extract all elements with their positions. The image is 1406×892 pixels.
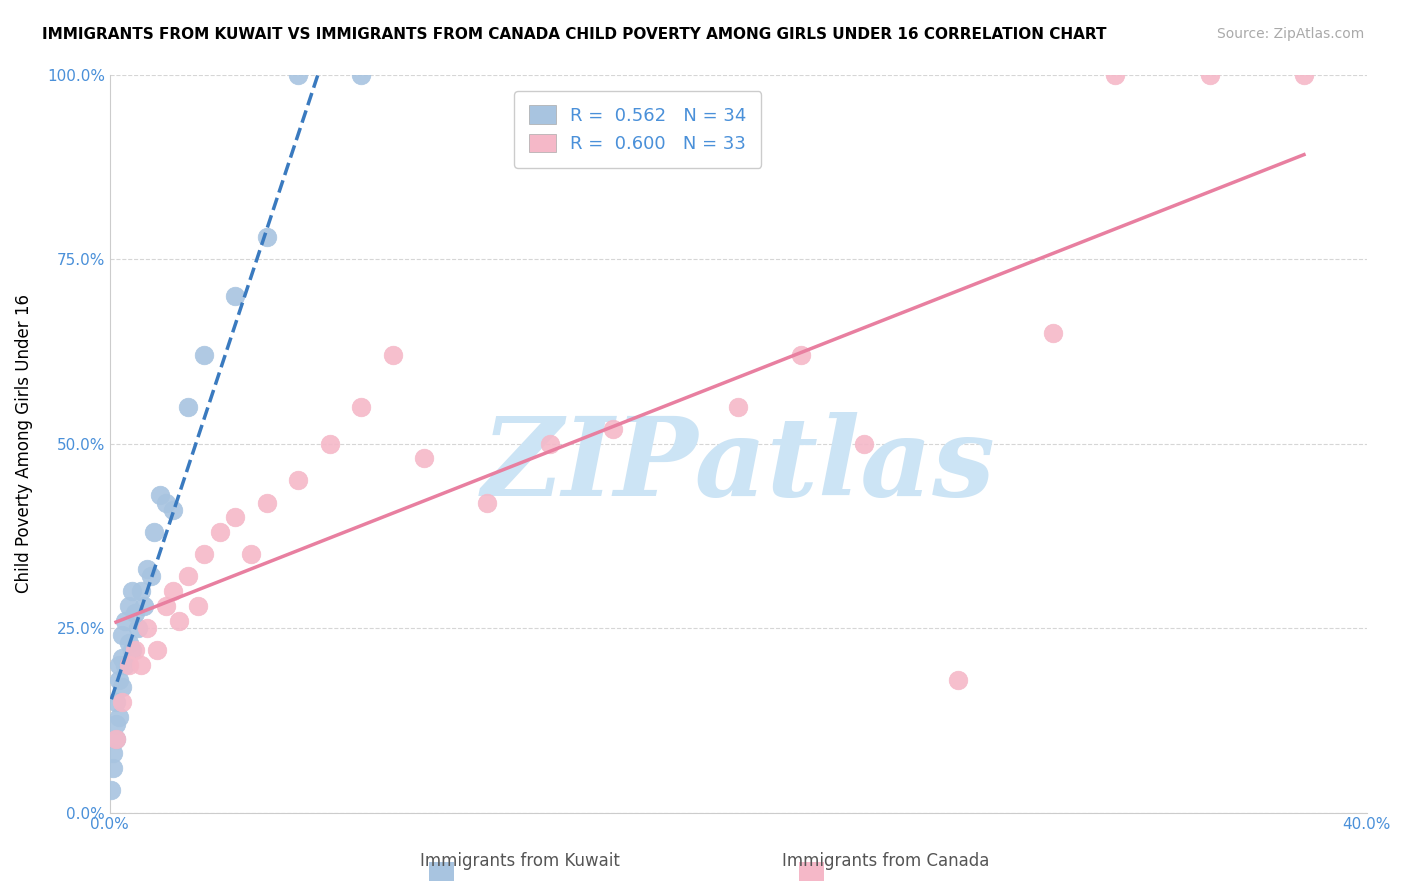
Point (287, 474, 309, 488)
Point (790, 348, 813, 362)
Point (108, 709, 131, 723)
Point (177, 569, 200, 583)
Point (350, 400, 373, 414)
Point (475, 495, 498, 509)
Point (121, 643, 143, 657)
Point (108, 673, 131, 687)
Point (105, 695, 128, 709)
Point (538, 436, 561, 450)
Point (124, 607, 146, 621)
Point (142, 525, 165, 540)
Point (121, 584, 143, 599)
Point (108, 657, 131, 672)
Point (136, 621, 159, 635)
Point (727, 400, 749, 414)
Point (149, 488, 172, 502)
Point (1042, 326, 1064, 340)
Point (162, 503, 184, 517)
Point (105, 731, 128, 746)
Point (193, 348, 215, 362)
Point (240, 547, 263, 561)
Text: Immigrants from Kuwait: Immigrants from Kuwait (420, 852, 620, 870)
Point (208, 525, 231, 540)
Point (105, 717, 128, 731)
Point (101, 747, 124, 761)
Point (193, 547, 215, 561)
Point (111, 680, 134, 694)
Point (167, 614, 190, 628)
Point (134, 599, 156, 613)
Point (111, 695, 134, 709)
Point (101, 761, 124, 775)
Point (124, 643, 146, 657)
Text: Source: ZipAtlas.com: Source: ZipAtlas.com (1216, 27, 1364, 41)
Point (100, 783, 122, 797)
Point (256, 230, 278, 244)
Point (117, 657, 139, 672)
Point (948, 673, 970, 687)
Point (111, 628, 134, 642)
Point (117, 599, 139, 613)
Point (129, 584, 152, 599)
Point (105, 731, 128, 746)
Point (127, 621, 149, 635)
Point (136, 562, 159, 576)
Point (114, 614, 136, 628)
Point (114, 657, 136, 672)
Point (224, 289, 246, 303)
Point (853, 436, 876, 450)
Point (155, 495, 177, 509)
Point (413, 451, 436, 466)
Text: IMMIGRANTS FROM KUWAIT VS IMMIGRANTS FROM CANADA CHILD POVERTY AMONG GIRLS UNDER: IMMIGRANTS FROM KUWAIT VS IMMIGRANTS FRO… (42, 27, 1107, 42)
Point (187, 599, 209, 613)
Point (111, 650, 134, 665)
Text: ZIPatlas: ZIPatlas (481, 412, 995, 519)
Point (162, 584, 184, 599)
Point (381, 348, 404, 362)
Point (319, 436, 342, 450)
Point (350, 68, 373, 82)
Legend: R =  0.562   N = 34, R =  0.600   N = 33: R = 0.562 N = 34, R = 0.600 N = 33 (515, 91, 761, 168)
Point (146, 643, 169, 657)
Point (1292, 68, 1315, 82)
Y-axis label: Child Poverty Among Girls Under 16: Child Poverty Among Girls Under 16 (15, 294, 32, 593)
Point (1104, 68, 1126, 82)
Point (177, 400, 200, 414)
Point (117, 636, 139, 650)
Point (129, 657, 152, 672)
Point (1198, 68, 1220, 82)
Point (139, 569, 162, 583)
Point (256, 495, 278, 509)
Point (602, 422, 624, 436)
Point (287, 68, 309, 82)
Text: Immigrants from Canada: Immigrants from Canada (782, 852, 990, 870)
Point (155, 599, 177, 613)
Point (224, 510, 246, 524)
